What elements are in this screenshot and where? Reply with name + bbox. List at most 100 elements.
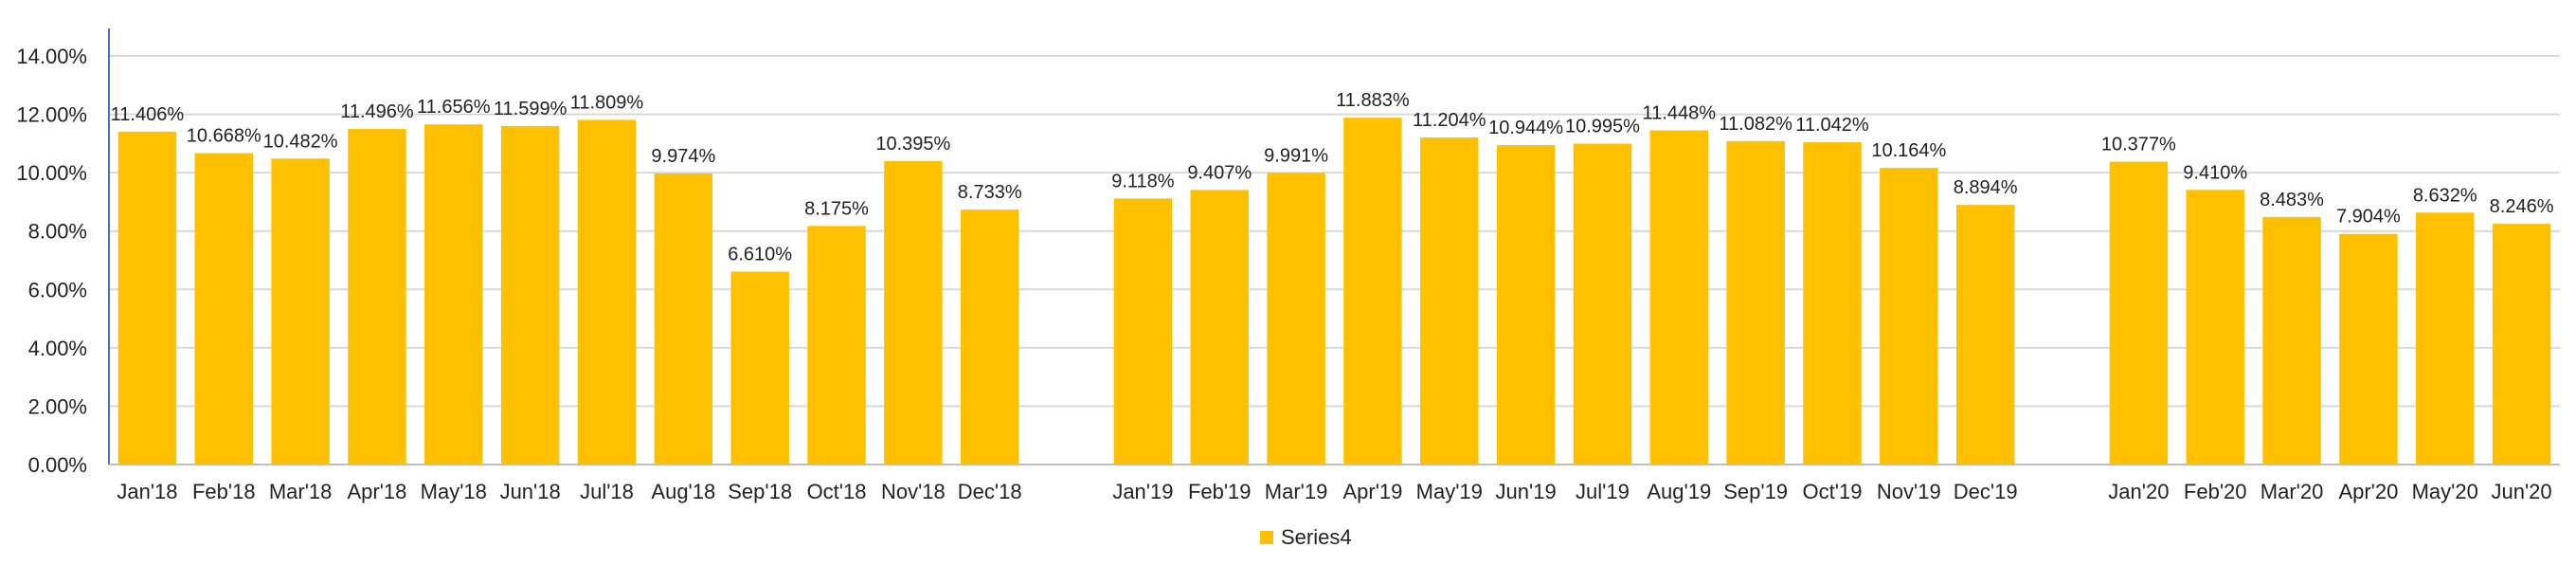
bar bbox=[1420, 137, 1479, 465]
bar bbox=[1573, 143, 1632, 465]
y-tick-label: 6.00% bbox=[28, 278, 87, 301]
y-tick-label: 12.00% bbox=[16, 103, 87, 127]
y-tick-label: 10.00% bbox=[16, 161, 87, 185]
x-tick-label: Jan'18 bbox=[117, 480, 177, 503]
x-tick-label: Apr'19 bbox=[1342, 480, 1402, 503]
data-label: 10.395% bbox=[875, 134, 950, 155]
bar bbox=[1880, 168, 1938, 465]
data-label: 10.482% bbox=[263, 131, 338, 152]
legend-swatch bbox=[1260, 531, 1273, 544]
x-tick-label: Sep'19 bbox=[1723, 480, 1788, 503]
y-tick-label: 4.00% bbox=[28, 337, 87, 360]
x-axis-tick-labels: Jan'18 Feb'18 Mar'18 Apr'18 May'18 Jun'18 Jul'… bbox=[117, 480, 2551, 503]
data-label: 8.175% bbox=[804, 198, 869, 219]
x-tick-label: Nov'19 bbox=[1877, 480, 1941, 503]
bar bbox=[807, 226, 866, 465]
bar bbox=[2109, 161, 2169, 465]
bar bbox=[960, 210, 1019, 465]
data-labels: 11.406%10.668% 10.482%11.496% 11.656% 11.59… bbox=[111, 90, 2554, 265]
legend-label: Series4 bbox=[1281, 525, 1352, 549]
data-label: 10.164% bbox=[1871, 140, 1946, 161]
data-label: 11.656% bbox=[417, 97, 491, 118]
data-label: 8.632% bbox=[2413, 185, 2477, 206]
axes bbox=[108, 28, 2560, 465]
y-tick-label: 8.00% bbox=[28, 220, 87, 244]
bars bbox=[117, 118, 2551, 465]
x-tick-label: Feb'19 bbox=[1188, 480, 1252, 503]
y-tick-label: 14.00% bbox=[16, 45, 87, 68]
bar bbox=[1267, 173, 1325, 465]
y-axis-tick-labels: 0.00% 2.00% 4.00% 6.00% 8.00% 10.00% 12.00% 14.… bbox=[16, 45, 87, 477]
x-tick-label: Jun'18 bbox=[500, 480, 561, 503]
data-label: 9.407% bbox=[1187, 162, 1252, 183]
data-label: 10.995% bbox=[1565, 117, 1640, 137]
bar bbox=[348, 129, 406, 465]
bar bbox=[884, 160, 943, 465]
bar bbox=[2186, 190, 2244, 465]
bar bbox=[1496, 145, 1556, 465]
bar bbox=[1803, 142, 1862, 465]
x-tick-label: Feb'18 bbox=[192, 480, 256, 503]
bar bbox=[654, 173, 713, 465]
x-tick-label: Apr'18 bbox=[348, 480, 407, 503]
x-tick-label: Oct'19 bbox=[1803, 480, 1863, 503]
bar bbox=[1343, 118, 1402, 465]
data-label: 11.496% bbox=[340, 101, 414, 122]
x-tick-label: Nov'18 bbox=[881, 480, 946, 503]
y-tick-label: 2.00% bbox=[28, 394, 87, 418]
x-tick-label: Jul'18 bbox=[580, 480, 634, 503]
bar bbox=[424, 124, 483, 465]
bar bbox=[577, 119, 637, 465]
bar bbox=[2262, 216, 2321, 465]
x-tick-label: May'19 bbox=[1416, 480, 1483, 503]
data-label: 10.668% bbox=[187, 126, 261, 147]
bar bbox=[500, 125, 560, 465]
data-label: 11.406% bbox=[111, 104, 185, 125]
legend: Series4 bbox=[1260, 525, 1352, 549]
data-label: 6.610% bbox=[728, 245, 792, 265]
data-label: 9.118% bbox=[1111, 171, 1175, 192]
x-tick-label: Jun'20 bbox=[2492, 480, 2552, 503]
bar bbox=[1955, 205, 2015, 465]
data-label: 11.082% bbox=[1719, 114, 1792, 135]
data-label: 8.246% bbox=[2490, 196, 2554, 217]
x-tick-label: Apr'20 bbox=[2338, 480, 2398, 503]
x-tick-label: Mar'18 bbox=[269, 480, 333, 503]
x-tick-label: Oct'18 bbox=[807, 480, 867, 503]
bar bbox=[1113, 198, 1173, 465]
y-tick-label: 0.00% bbox=[28, 453, 87, 477]
data-label: 8.483% bbox=[2260, 190, 2324, 210]
x-tick-label: Feb'20 bbox=[2184, 480, 2247, 503]
data-label: 9.410% bbox=[2183, 162, 2247, 183]
data-label: 8.733% bbox=[958, 182, 1022, 203]
x-tick-label: Jun'19 bbox=[1496, 480, 1557, 503]
x-tick-label: May'20 bbox=[2412, 480, 2478, 503]
bar bbox=[1649, 130, 1709, 465]
data-label: 9.991% bbox=[1264, 145, 1328, 166]
data-label: 7.904% bbox=[2336, 207, 2401, 228]
bar bbox=[730, 271, 789, 465]
x-tick-label: Dec'18 bbox=[958, 480, 1022, 503]
bar bbox=[1726, 140, 1785, 465]
bar bbox=[194, 153, 253, 465]
x-tick-label: Aug'18 bbox=[651, 480, 715, 503]
data-label: 11.809% bbox=[570, 92, 644, 113]
bar bbox=[2416, 212, 2475, 465]
data-label: 10.377% bbox=[2101, 135, 2176, 155]
data-label: 11.204% bbox=[1413, 110, 1486, 131]
x-tick-label: Jan'19 bbox=[1112, 480, 1173, 503]
data-label: 11.448% bbox=[1643, 103, 1717, 124]
data-label: 11.042% bbox=[1795, 115, 1869, 136]
bar bbox=[271, 158, 330, 465]
x-tick-label: Mar'19 bbox=[1265, 480, 1328, 503]
x-tick-label: Jul'19 bbox=[1576, 480, 1630, 503]
bar bbox=[2339, 233, 2398, 465]
data-label: 9.974% bbox=[651, 146, 715, 167]
data-label: 8.894% bbox=[1954, 177, 2018, 198]
data-label: 11.883% bbox=[1336, 90, 1410, 111]
bar bbox=[1190, 190, 1249, 465]
bar bbox=[2492, 224, 2551, 465]
x-tick-label: Jan'20 bbox=[2108, 480, 2169, 503]
